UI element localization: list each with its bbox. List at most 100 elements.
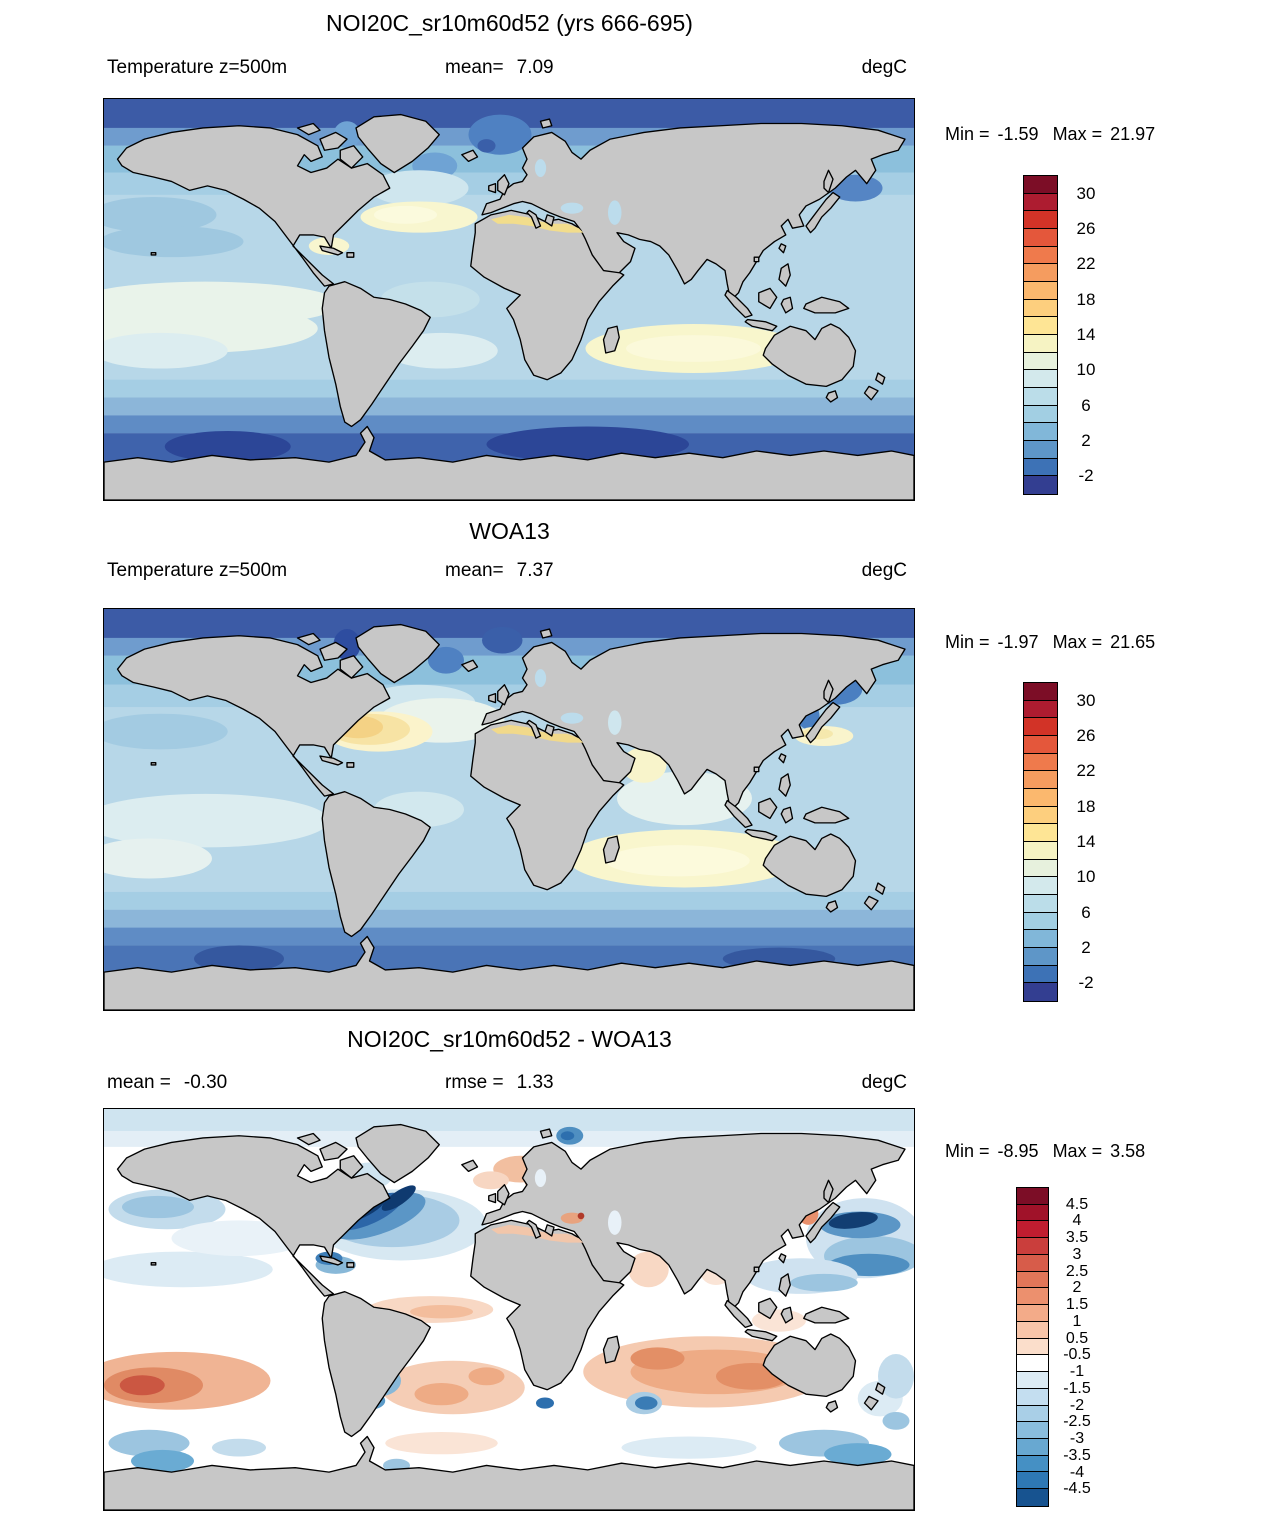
- colorbar-cell: [1024, 281, 1057, 300]
- colorbar-tick-label: 2.5: [1065, 1262, 1089, 1280]
- mean-stat: mean = -0.30: [107, 1072, 227, 1094]
- colorbar-temperature: 30 26 22 18 14 10 6 2 -2: [1023, 175, 1095, 495]
- colorbar-cell: [1017, 1422, 1048, 1440]
- colorbar-tick-label: -0.5: [1063, 1346, 1091, 1364]
- stat-row: Temperature z=500m mean= 7.09 degC: [103, 57, 907, 81]
- stat-left-value: -0.30: [183, 1072, 228, 1093]
- minmax-min-label: Min =: [945, 124, 990, 144]
- colorbar-cell: [1024, 405, 1057, 424]
- colorbar-tick-label: -3: [1069, 1430, 1085, 1448]
- colorbar-tick-label: 6: [1081, 902, 1091, 922]
- stat-left-label: Temperature z=500m: [107, 560, 288, 581]
- colorbar-tick-label: 14: [1076, 325, 1096, 344]
- colorbar-tick-label: 30: [1076, 183, 1096, 203]
- colorbar-tick-label: 18: [1076, 796, 1096, 816]
- colorbar-cell: [1024, 771, 1057, 789]
- colorbar-tick-label: -1: [1069, 1363, 1085, 1381]
- minmax-max-label: Max =: [1052, 632, 1103, 652]
- colorbar-cell: [1024, 176, 1057, 194]
- colorbar-cell: [1024, 299, 1057, 318]
- colorbar-cell: [1024, 387, 1057, 406]
- panel-title: NOI20C_sr10m60d52 - WOA13: [347, 1026, 672, 1052]
- colorbar-cell: [1017, 1405, 1048, 1423]
- units-label: degC: [861, 1072, 907, 1093]
- stat-center-label: rmse =: [445, 1072, 504, 1093]
- stat-center-value: 1.33: [516, 1072, 554, 1093]
- colorbar-cell: [1024, 788, 1057, 807]
- colorbar-cell: [1024, 317, 1057, 335]
- colorbar-cell: [1024, 824, 1057, 842]
- stat-row: Temperature z=500m mean= 7.37 degC: [103, 560, 907, 584]
- colorbar-tick-label: 4: [1072, 1212, 1082, 1230]
- colorbar-cell: [1017, 1472, 1048, 1490]
- colorbar-tick-label: 10: [1076, 867, 1096, 887]
- field-label: Temperature z=500m: [107, 560, 300, 582]
- colorbar-tick-label: -2: [1078, 466, 1094, 486]
- colorbar-cell: [1017, 1439, 1048, 1456]
- colorbar-tick-label: 18: [1076, 289, 1096, 309]
- colorbar-cell: [1024, 476, 1057, 494]
- units-label: degC: [861, 560, 907, 581]
- minmax-min-value: -1.97: [997, 632, 1039, 652]
- colorbar-tick-label: 26: [1076, 219, 1096, 238]
- colorbar-cell: [1017, 1489, 1048, 1506]
- colorbar-tick-label: 3: [1072, 1245, 1082, 1263]
- colorbar-difference: 4.5 4 3.5 3 2.5 2 1.5 1 0.5 -0.5 -1 -1.5 -2 -2.5 -3 -3.…: [1016, 1187, 1091, 1507]
- colorbar-cell: [1017, 1305, 1048, 1322]
- colorbar-cell: [1017, 1221, 1048, 1239]
- colorbar-cell: [1024, 683, 1057, 701]
- colorbar-cell: [1024, 912, 1057, 931]
- colorbar-cell: [1024, 894, 1057, 913]
- colorbar-cell: [1024, 965, 1057, 984]
- mean-stat: mean= 7.09: [445, 57, 554, 79]
- minmax-max-value: 21.97: [1110, 124, 1156, 144]
- colorbar-cell: [1024, 700, 1057, 719]
- colorbar-tick-label: 22: [1076, 761, 1096, 781]
- minmax-max-label: Max =: [1052, 124, 1103, 144]
- colorbar-cell: [1017, 1288, 1048, 1306]
- colorbar-cell: [1024, 859, 1057, 878]
- stat-row: mean = -0.30 rmse = 1.33 degC: [103, 1072, 907, 1096]
- colorbar-cell: [1017, 1238, 1048, 1255]
- colorbar-cell: [1024, 334, 1057, 353]
- colorbar-tick-label: -1.5: [1063, 1379, 1091, 1397]
- colorbar-cell: [1017, 1204, 1048, 1222]
- mean-stat: mean= 7.37: [445, 560, 554, 582]
- stat-center-value: 7.09: [516, 57, 554, 78]
- colorbar-temperature: 30 26 22 18 14 10 6 2 -2: [1023, 682, 1095, 1002]
- colorbar-tick-label: 2: [1081, 938, 1091, 957]
- colorbar-tick-label: -3.5: [1063, 1446, 1091, 1464]
- panel-title: NOI20C_sr10m60d52 (yrs 666-695): [326, 10, 693, 36]
- colorbar-cell: [1024, 877, 1057, 895]
- colorbar-cell: [1024, 735, 1057, 754]
- minmax-readout: Min = -8.95 Max = 3.58: [945, 1141, 1145, 1162]
- colorbar-tick-label: 10: [1076, 360, 1096, 380]
- colorbar-tick-label: 0.5: [1065, 1329, 1089, 1347]
- colorbar-cell: [1024, 440, 1057, 459]
- colorbar-cell: [1024, 458, 1057, 477]
- colorbar-tick-label: 22: [1076, 254, 1096, 274]
- colorbar-cell: [1024, 423, 1057, 441]
- stat-center-label: mean=: [445, 560, 504, 581]
- colorbar-tick-label: -4.5: [1063, 1480, 1091, 1498]
- colorbar-tick-label: 14: [1076, 832, 1096, 851]
- stat-left-label: mean =: [107, 1072, 171, 1093]
- world-map-woa13-svg: [104, 609, 914, 1010]
- units-label: degC: [861, 57, 907, 78]
- colorbar-tick-label: 6: [1081, 395, 1091, 415]
- colorbar-tick-label: 1.5: [1065, 1296, 1089, 1314]
- minmax-min-label: Min =: [945, 632, 990, 652]
- colorbar-cell: [1017, 1188, 1048, 1205]
- stat-center-value: 7.37: [516, 560, 554, 581]
- colorbar-tick-label: -4: [1069, 1463, 1085, 1481]
- colorbar-cell: [1017, 1271, 1048, 1289]
- minmax-max-value: 3.58: [1110, 1141, 1146, 1161]
- map-difference: [103, 1108, 915, 1511]
- colorbar-cell: [1024, 753, 1057, 772]
- panel-title: WOA13: [469, 518, 550, 544]
- colorbar-cell: [1024, 264, 1057, 282]
- map-woa13: [103, 608, 915, 1011]
- minmax-readout: Min = -1.97 Max = 21.65: [945, 632, 1155, 653]
- colorbar-cell: [1024, 841, 1057, 860]
